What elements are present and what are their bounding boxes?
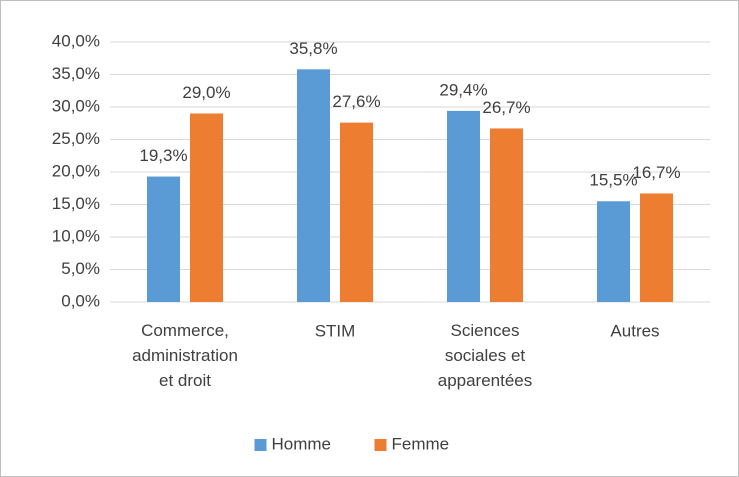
y-tick-label: 30,0%	[52, 96, 100, 115]
legend-swatch	[254, 439, 267, 451]
bar	[297, 69, 330, 302]
x-tick-label: Autres	[610, 321, 659, 340]
x-tick-label: Commerce, administration et droit	[132, 321, 238, 390]
y-tick-label: 5,0%	[61, 259, 100, 278]
legend-label: Homme	[272, 434, 332, 453]
bar	[640, 193, 673, 302]
legend-label: Femme	[392, 434, 450, 453]
data-label: 16,7%	[632, 163, 680, 182]
data-label: 26,7%	[482, 98, 530, 117]
bar	[147, 176, 180, 302]
x-tick-label: STIM	[315, 321, 356, 340]
data-label: 35,8%	[289, 39, 337, 58]
x-tick-label: Sciences sociales et apparentées	[438, 321, 533, 390]
data-label: 29,0%	[182, 83, 230, 102]
y-tick-label: 40,0%	[52, 31, 100, 50]
bar	[597, 201, 630, 302]
data-label: 19,3%	[139, 146, 187, 165]
data-label: 27,6%	[332, 92, 380, 111]
y-tick-label: 15,0%	[52, 194, 100, 213]
bar	[190, 113, 223, 302]
y-tick-label: 25,0%	[52, 129, 100, 148]
bar	[490, 128, 523, 302]
data-label: 29,4%	[439, 80, 487, 99]
y-tick-label: 10,0%	[52, 226, 100, 245]
bar	[340, 122, 373, 302]
bar	[447, 110, 480, 303]
y-tick-label: 0,0%	[61, 291, 100, 310]
data-label: 15,5%	[589, 171, 637, 190]
y-tick-label: 35,0%	[52, 64, 100, 83]
y-tick-label: 20,0%	[52, 161, 100, 180]
legend-swatch	[374, 439, 387, 451]
